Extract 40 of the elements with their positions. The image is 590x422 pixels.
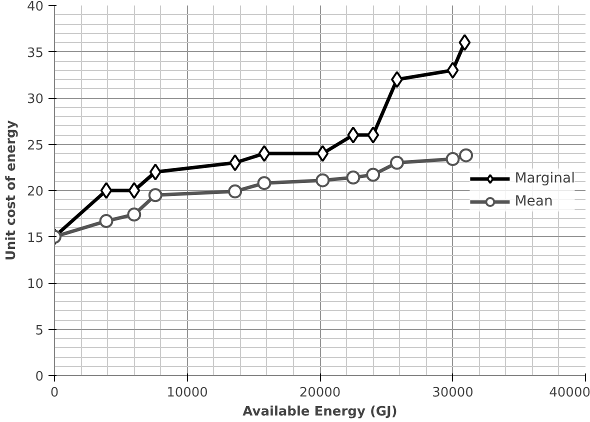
point [347,126,360,144]
x-tick-label: 10000 [166,386,208,400]
point [459,148,474,162]
y-tick-label: 25 [26,138,44,154]
x-tick-label: 30000 [432,386,474,400]
x-axis-title: Available Energy (GJ) [242,404,398,420]
y-tick-label: 35 [26,46,44,61]
point [128,182,140,199]
y-tick-label: 15 [26,230,44,246]
point [99,214,114,228]
point [127,208,142,222]
point [100,182,112,199]
point [390,156,404,170]
point [148,188,162,202]
y-tick-label: 10 [26,277,44,292]
point [390,71,403,88]
point [316,173,330,188]
point [446,62,459,79]
x-tick-label: 20000 [299,386,341,400]
point [229,154,242,172]
y-tick-label: 20 [26,184,44,200]
x-tick-label: 40000 [549,386,590,400]
point [346,170,360,185]
legend-label: Marginal [514,170,575,186]
legend-label: Mean [514,194,553,210]
y-tick-label: 0 [35,370,44,384]
y-axis-title: Unit cost of energy [4,120,19,261]
point [366,168,380,182]
point [228,184,242,198]
point [258,145,270,162]
point [316,145,329,162]
point [367,126,380,144]
point [257,176,272,190]
point [149,164,162,180]
point [446,152,460,166]
y-tick-label: 40 [26,0,44,14]
y-tick-label: 30 [26,92,44,107]
x-tick-label: 0 [50,386,59,400]
point [458,34,471,51]
y-tick-label: 5 [35,323,44,338]
